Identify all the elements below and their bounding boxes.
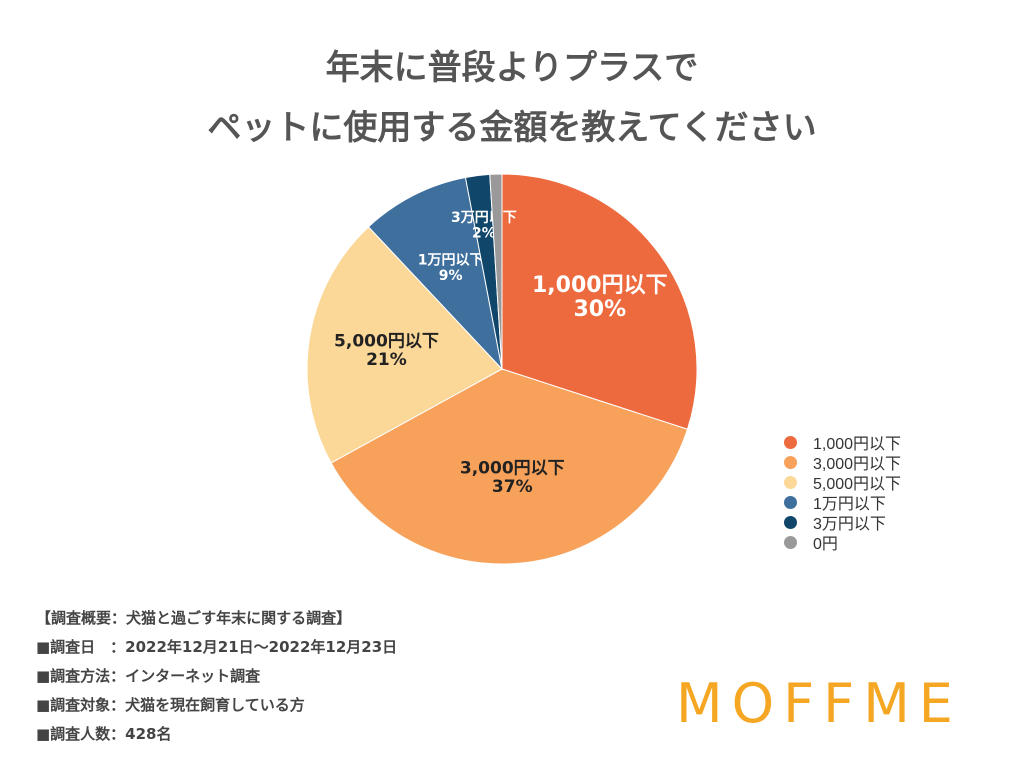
pie-slice-1: [501, 173, 698, 430]
legend-swatch: [784, 475, 797, 489]
legend-item-4: 1万円以下: [784, 492, 901, 513]
legend-swatch: [784, 495, 797, 509]
survey-date: ■調査日 ：2022年12月21日〜2022年12月23日: [36, 638, 398, 656]
pie-label-2: 3,000円以下 37%: [460, 458, 565, 497]
survey-summary-heading: 【調査概要：犬猫と過ごす年末に関する調査】: [36, 609, 352, 627]
legend-label: 3,000円以下: [813, 456, 902, 473]
pie-slice-6: [489, 173, 503, 370]
pie-label-1: 1,000円以下 30%: [532, 273, 668, 322]
pie-chart: 1,000円以下 30% 3,000円以下 37% 5,000円以下 21% 1万円以下 9%…: [306, 173, 698, 565]
chart-legend: 1,000円以下 3,000円以下 5,000円以下 1万円以下 3万円以下 0円: [784, 432, 902, 553]
chart-title-line-1: 年末に普段よりプラスで: [325, 48, 699, 88]
chart-title-line-2: ペットに使用する金額を教えてください: [207, 108, 817, 148]
legend-label: 3万円以下: [813, 516, 886, 533]
pie-slice-2: [330, 368, 689, 565]
survey-method: ■調査方法：インターネット調査: [36, 667, 261, 685]
legend-label: 0円: [813, 536, 838, 553]
survey-notes: 【調査概要：犬猫と過ごす年末に関する調査】 ■調査日 ：2022年12月21日〜…: [36, 604, 397, 749]
pie-slice-4: [367, 176, 503, 371]
pie-slice-3: [306, 226, 503, 464]
pie-label-4: 1万円以下 9%: [418, 253, 484, 284]
legend-item-3: 5,000円以下: [784, 472, 902, 493]
legend-item-5: 3万円以下: [784, 512, 901, 533]
survey-sample-size: ■調査人数：428名: [36, 725, 172, 743]
survey-target: ■調査対象：犬猫を現在飼育している方: [36, 696, 305, 714]
legend-swatch: [784, 515, 797, 529]
legend-swatch: [784, 455, 797, 469]
legend-item-2: 3,000円以下: [784, 452, 902, 473]
legend-swatch: [784, 535, 797, 549]
pie-label-3: 5,000円以下 21%: [334, 331, 439, 370]
legend-label: 5,000円以下: [813, 476, 902, 493]
legend-item-1: 1,000円以下: [784, 432, 902, 453]
moffme-logo: MOFFME: [676, 672, 962, 735]
legend-swatch: [784, 435, 797, 449]
legend-label: 1,000円以下: [813, 436, 902, 453]
legend-item-6: 0円: [784, 532, 901, 553]
legend-label: 1万円以下: [813, 496, 886, 513]
